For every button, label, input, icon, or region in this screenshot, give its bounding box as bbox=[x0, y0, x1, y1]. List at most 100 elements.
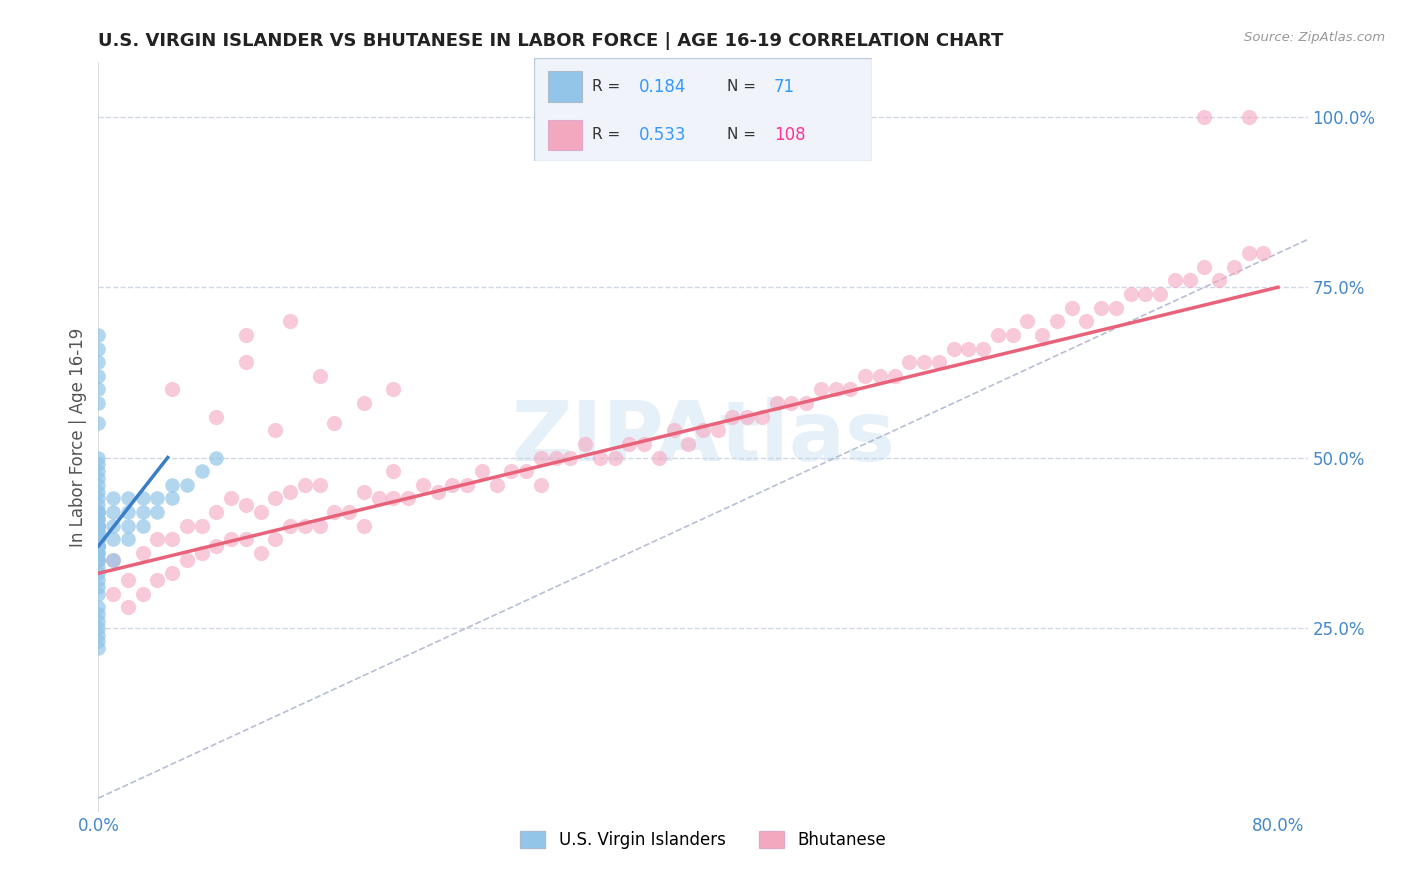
Point bbox=[308, 518, 330, 533]
Point bbox=[456, 477, 478, 491]
Point bbox=[235, 355, 257, 369]
Point bbox=[942, 342, 965, 356]
Point bbox=[1178, 273, 1201, 287]
Point bbox=[751, 409, 773, 424]
Point bbox=[205, 539, 228, 553]
Point bbox=[544, 450, 567, 465]
Point bbox=[87, 539, 110, 553]
Y-axis label: In Labor Force | Age 16-19: In Labor Force | Age 16-19 bbox=[69, 327, 87, 547]
Point bbox=[87, 580, 110, 594]
Point bbox=[337, 505, 360, 519]
Point bbox=[957, 342, 980, 356]
Point bbox=[235, 533, 257, 547]
Point bbox=[87, 471, 110, 485]
Point bbox=[530, 477, 553, 491]
Point bbox=[87, 505, 110, 519]
Point bbox=[810, 383, 832, 397]
Point bbox=[471, 464, 494, 478]
Point bbox=[205, 505, 228, 519]
Text: N =: N = bbox=[727, 79, 755, 95]
Point bbox=[972, 342, 994, 356]
Point bbox=[235, 327, 257, 342]
Point bbox=[87, 518, 110, 533]
Point bbox=[353, 396, 375, 410]
Point bbox=[1149, 287, 1171, 301]
Point bbox=[441, 477, 464, 491]
Point bbox=[1046, 314, 1069, 328]
Point bbox=[706, 423, 728, 437]
Point bbox=[1119, 287, 1142, 301]
Point bbox=[294, 518, 316, 533]
Point bbox=[1208, 273, 1230, 287]
Point bbox=[176, 477, 198, 491]
Point bbox=[101, 552, 124, 566]
Point bbox=[117, 505, 139, 519]
Point bbox=[87, 573, 110, 587]
Point bbox=[560, 450, 582, 465]
Point bbox=[382, 491, 405, 506]
Point bbox=[278, 518, 301, 533]
Point bbox=[87, 342, 110, 356]
Point bbox=[101, 587, 124, 601]
Text: R =: R = bbox=[592, 79, 620, 95]
Point bbox=[308, 477, 330, 491]
Point bbox=[765, 396, 787, 410]
Text: U.S. VIRGIN ISLANDER VS BHUTANESE IN LABOR FORCE | AGE 16-19 CORRELATION CHART: U.S. VIRGIN ISLANDER VS BHUTANESE IN LAB… bbox=[98, 32, 1004, 50]
Point bbox=[117, 518, 139, 533]
Point bbox=[87, 607, 110, 622]
Point bbox=[117, 573, 139, 587]
Text: R =: R = bbox=[592, 128, 620, 143]
Point bbox=[648, 450, 671, 465]
Point bbox=[323, 505, 346, 519]
Point bbox=[353, 518, 375, 533]
Point bbox=[515, 464, 537, 478]
Point bbox=[87, 533, 110, 547]
Point bbox=[1253, 246, 1275, 260]
Point bbox=[117, 600, 139, 615]
Point bbox=[278, 314, 301, 328]
Point bbox=[264, 533, 287, 547]
Text: N =: N = bbox=[727, 128, 755, 143]
Point bbox=[1237, 246, 1260, 260]
Point bbox=[619, 437, 641, 451]
Bar bbox=[548, 71, 582, 102]
Point bbox=[87, 491, 110, 506]
Point bbox=[323, 417, 346, 431]
Point bbox=[190, 464, 212, 478]
Point bbox=[176, 518, 198, 533]
Point bbox=[87, 505, 110, 519]
Point bbox=[426, 484, 449, 499]
Point bbox=[530, 450, 553, 465]
Point bbox=[160, 477, 183, 491]
Legend: U.S. Virgin Islanders, Bhutanese: U.S. Virgin Islanders, Bhutanese bbox=[513, 824, 893, 855]
Point bbox=[87, 518, 110, 533]
Point bbox=[87, 518, 110, 533]
Point bbox=[869, 368, 891, 383]
Point bbox=[190, 518, 212, 533]
Text: ZIPAtlas: ZIPAtlas bbox=[510, 397, 896, 477]
Point bbox=[87, 539, 110, 553]
Point bbox=[87, 533, 110, 547]
Point bbox=[87, 559, 110, 574]
Point bbox=[131, 491, 153, 506]
Point bbox=[87, 512, 110, 526]
Point bbox=[485, 477, 508, 491]
Point bbox=[87, 587, 110, 601]
Point bbox=[662, 423, 685, 437]
Text: Source: ZipAtlas.com: Source: ZipAtlas.com bbox=[1244, 31, 1385, 45]
Point bbox=[87, 484, 110, 499]
Point bbox=[87, 396, 110, 410]
Point bbox=[839, 383, 862, 397]
Point bbox=[1031, 327, 1053, 342]
Point bbox=[396, 491, 419, 506]
Point bbox=[367, 491, 389, 506]
Point bbox=[87, 533, 110, 547]
Point bbox=[101, 552, 124, 566]
Point bbox=[87, 518, 110, 533]
Point bbox=[87, 417, 110, 431]
Point bbox=[603, 450, 626, 465]
Point bbox=[117, 491, 139, 506]
Point bbox=[412, 477, 434, 491]
Point bbox=[87, 539, 110, 553]
Point bbox=[353, 484, 375, 499]
